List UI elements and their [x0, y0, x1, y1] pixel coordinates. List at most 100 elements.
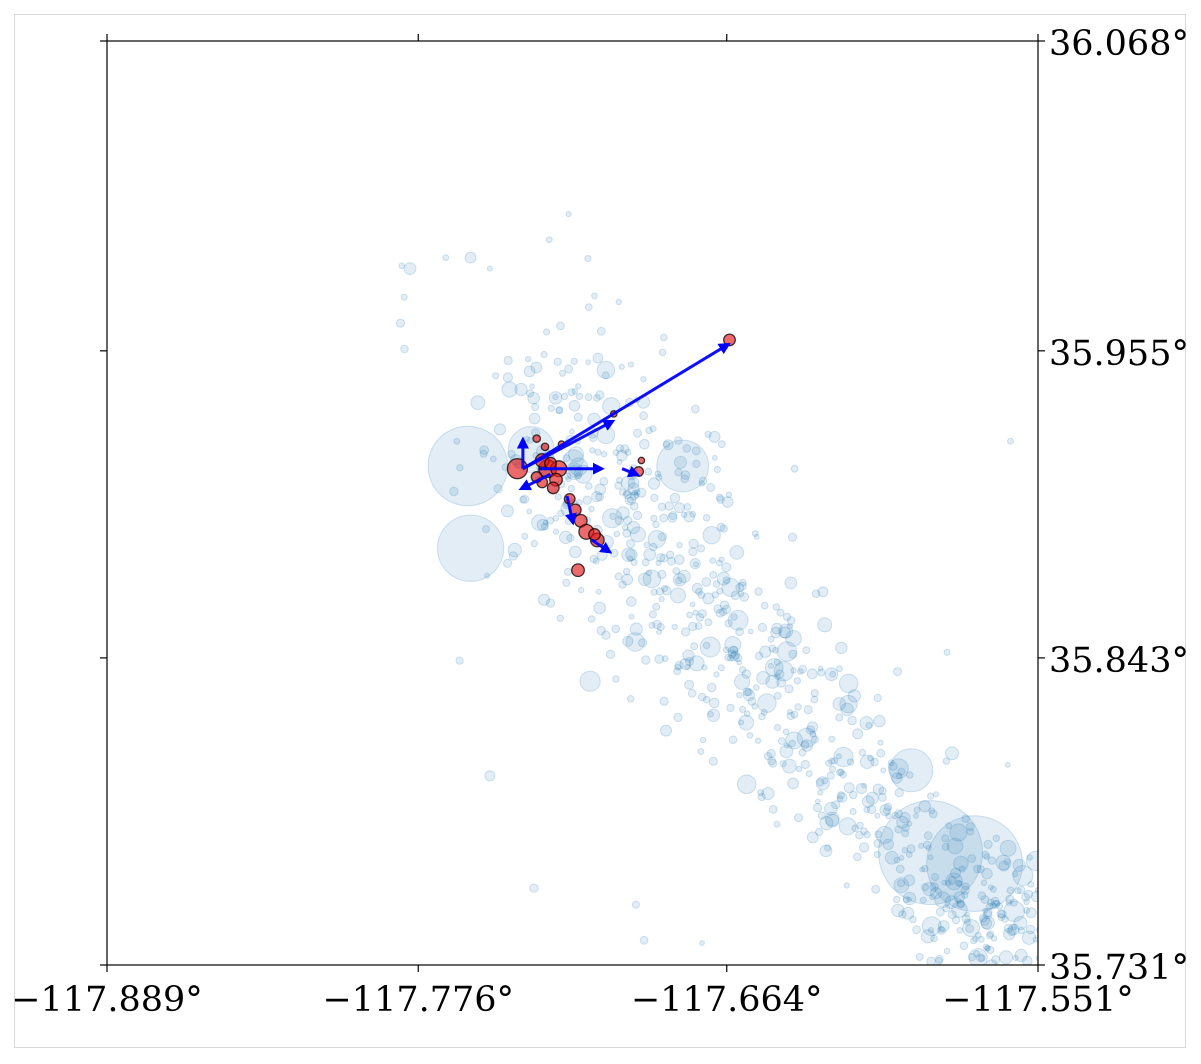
background-event — [729, 545, 745, 560]
background-event — [722, 576, 731, 585]
background-event — [782, 758, 797, 774]
background-event — [934, 891, 951, 909]
background-event — [734, 673, 751, 690]
background-event — [639, 935, 649, 945]
background-event — [503, 558, 513, 568]
background-event — [706, 682, 717, 693]
background-event — [751, 530, 759, 537]
background-event — [979, 915, 991, 926]
background-event — [530, 539, 538, 548]
background-event — [553, 357, 562, 366]
background-event — [814, 827, 824, 837]
background-event — [987, 856, 996, 865]
background-event — [484, 572, 491, 579]
background-event — [627, 482, 640, 495]
background-event — [667, 556, 676, 566]
background-event — [885, 812, 892, 820]
background-event — [859, 716, 874, 731]
background-event — [650, 514, 658, 522]
background-event — [887, 759, 895, 767]
background-event — [655, 587, 665, 596]
background-event — [776, 641, 798, 662]
background-event — [919, 866, 925, 873]
background-event — [623, 490, 632, 500]
background-event — [870, 757, 879, 767]
background-event — [902, 896, 910, 904]
background-event — [624, 493, 637, 506]
background-event — [563, 472, 572, 480]
background-event — [891, 903, 905, 918]
background-event — [674, 455, 687, 469]
background-event — [1014, 887, 1022, 895]
background-event — [559, 530, 573, 545]
background-event — [956, 927, 964, 934]
background-event — [956, 880, 963, 887]
background-event — [984, 945, 991, 952]
background-event — [760, 708, 768, 716]
background-event — [978, 954, 986, 962]
background-event — [717, 440, 726, 449]
background-event — [913, 812, 919, 819]
background-event — [754, 651, 764, 661]
background-event — [725, 491, 733, 498]
background-event — [691, 582, 703, 594]
background-event — [644, 467, 653, 476]
background-event — [983, 909, 993, 920]
background-event — [817, 668, 826, 677]
background-event — [902, 891, 917, 906]
background-event — [609, 548, 619, 558]
background-event — [809, 730, 817, 738]
background-event — [612, 675, 620, 683]
background-event — [624, 448, 632, 456]
background-event — [958, 865, 966, 873]
background-event — [493, 484, 503, 494]
background-event — [817, 617, 833, 633]
background-event — [647, 530, 666, 549]
background-event — [530, 361, 543, 374]
background-event — [623, 515, 633, 526]
background-event — [742, 687, 752, 697]
background-event — [961, 914, 971, 924]
background-event — [503, 355, 513, 366]
background-event — [625, 548, 638, 561]
background-event-large — [427, 425, 509, 507]
background-event-large — [437, 514, 505, 582]
background-event-large — [926, 815, 1023, 912]
background-event — [793, 677, 801, 685]
background-event — [753, 533, 760, 540]
background-event — [592, 352, 604, 364]
background-event — [899, 811, 911, 824]
background-event — [817, 586, 829, 598]
background-event — [893, 877, 910, 894]
background-event — [605, 649, 616, 659]
background-event — [633, 489, 641, 496]
background-event — [715, 559, 723, 567]
background-event — [1003, 900, 1026, 923]
background-event — [507, 449, 516, 459]
background-event — [708, 697, 720, 709]
y-axis: 35.731° 35.843° 35.955° 36.068° — [100, 24, 1189, 988]
background-event — [898, 855, 905, 861]
background-events-layer — [395, 211, 1038, 965]
background-event — [486, 265, 493, 272]
background-event — [526, 508, 533, 515]
background-event — [945, 879, 952, 887]
background-event — [620, 444, 630, 454]
background-event — [709, 557, 717, 564]
background-event — [1003, 858, 1011, 866]
background-event — [470, 395, 486, 411]
background-event — [1037, 881, 1038, 887]
background-event — [773, 661, 794, 682]
background-event — [897, 767, 906, 776]
background-event — [768, 758, 778, 768]
background-event — [846, 758, 855, 766]
background-event — [519, 495, 527, 504]
background-event — [982, 943, 990, 951]
highlighted-event — [571, 563, 585, 578]
background-event-large — [656, 439, 710, 493]
background-event — [811, 589, 821, 599]
background-event — [901, 847, 909, 854]
background-event — [641, 558, 650, 567]
background-event — [627, 555, 634, 562]
